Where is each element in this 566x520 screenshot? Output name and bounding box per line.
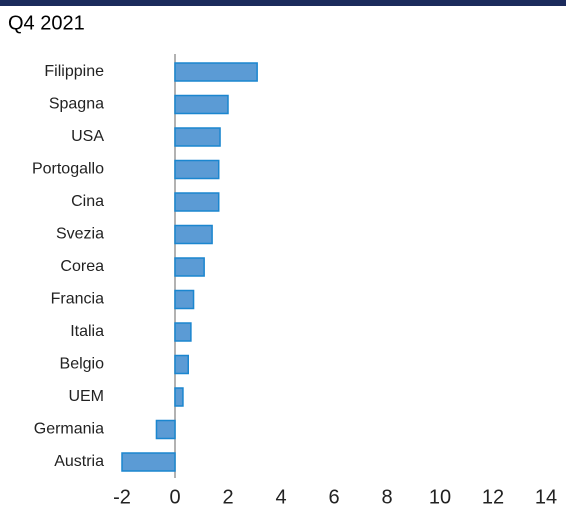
chart-title: Q4 2021 (8, 12, 85, 34)
x-tick-label: 2 (222, 486, 233, 508)
y-tick-label: Cina (71, 193, 104, 210)
y-tick-label: Corea (60, 258, 104, 275)
bar (174, 354, 189, 375)
bar (174, 322, 192, 342)
bar (174, 94, 229, 115)
y-tick-label: Portogallo (32, 161, 104, 178)
y-tick-label: Spagna (49, 96, 104, 113)
y-tick-label: Francia (51, 291, 104, 308)
bar (174, 224, 213, 245)
bar (174, 289, 195, 310)
bar (174, 257, 205, 277)
y-tick-label: Germania (34, 421, 104, 438)
y-tick-label: Italia (70, 323, 104, 340)
bar (174, 192, 220, 212)
x-tick-label: 6 (328, 486, 339, 508)
y-tick-label: Filippine (44, 63, 104, 80)
x-tick-label: 8 (381, 486, 392, 508)
x-tick-label: 0 (169, 486, 180, 508)
bar (174, 127, 221, 147)
y-tick-label: UEM (68, 388, 104, 405)
x-tick-label: -2 (113, 486, 131, 508)
bar (174, 159, 220, 180)
x-tick-label: 10 (429, 486, 451, 508)
y-tick-label: Svezia (56, 226, 104, 243)
bar (121, 452, 176, 472)
y-tick-label: Austria (54, 453, 104, 470)
bar (155, 419, 176, 440)
x-tick-label: 4 (275, 486, 286, 508)
bar (174, 387, 184, 407)
y-tick-label: USA (71, 128, 104, 145)
header-bar (0, 0, 566, 6)
x-tick-label: 12 (482, 486, 504, 508)
bar (174, 62, 258, 82)
x-tick-label: 14 (535, 486, 557, 508)
y-tick-label: Belgio (60, 356, 105, 373)
